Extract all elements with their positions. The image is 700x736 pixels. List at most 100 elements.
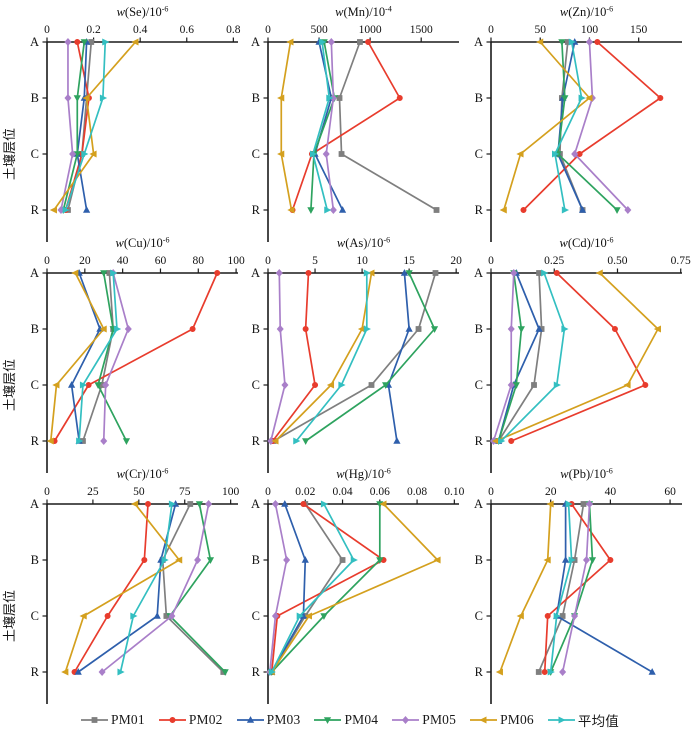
legend-label: PM04 [344, 712, 379, 727]
marker-triangle-down [307, 207, 315, 214]
x-tick-label: 0.4 [133, 24, 148, 36]
series-平均值 [268, 500, 358, 676]
series-line [280, 41, 293, 211]
series-line [271, 503, 439, 673]
marker-circle [189, 325, 196, 332]
marker-diamond [271, 500, 279, 508]
y-category-label: R [475, 665, 484, 679]
legend-item-pm05: PM05 [392, 712, 456, 728]
series-PM06 [271, 269, 375, 445]
series-平均值 [309, 38, 334, 214]
marker-circle [104, 612, 111, 619]
x-tick-label: 0 [44, 486, 50, 498]
y-category-label: B [31, 91, 39, 105]
series-line [161, 503, 224, 673]
x-tick-label: 40 [605, 486, 617, 498]
series-line [338, 41, 437, 211]
series-平均值 [293, 269, 371, 445]
legend-marker-triangle-down-icon [314, 717, 342, 724]
marker-diamond [624, 206, 632, 214]
x-tick-label: 0 [44, 255, 50, 267]
marker-triangle-left [546, 500, 554, 508]
marker-triangle-left [595, 269, 603, 277]
series-PM02 [520, 38, 664, 214]
chart-se: w(Se)/10-6 0 0.2 0.4 0.6 0.8 A B C R 土壤层位 [2, 5, 241, 242]
series-PM04 [302, 270, 439, 445]
series-平均值 [551, 38, 586, 214]
series-PM06 [491, 269, 661, 445]
marker-triangle-down [613, 207, 621, 214]
series-PM06 [495, 500, 554, 676]
series-line [269, 503, 288, 673]
marker-triangle-left [495, 668, 503, 676]
marker-triangle-left [304, 612, 312, 620]
series-line [497, 272, 543, 442]
marker-diamond [194, 556, 202, 564]
marker-diamond [559, 668, 567, 676]
marker-square [536, 270, 542, 276]
marker-triangle-right [79, 381, 88, 389]
marker-diamond [507, 381, 515, 389]
marker-circle [611, 325, 618, 332]
marker-triangle-right [561, 206, 570, 214]
series-PM04 [554, 39, 621, 214]
y-category-label: R [475, 434, 484, 448]
marker-triangle-right [117, 668, 125, 676]
charts-grid: w(Se)/10-6 0 0.2 0.4 0.6 0.8 A B C R 土壤层位 w(Mn)/10-… [2, 5, 691, 704]
marker-triangle-right [161, 556, 169, 564]
marker-circle [544, 612, 551, 619]
marker-triangle-right [565, 500, 573, 508]
marker-triangle-right [553, 612, 561, 620]
marker-triangle-left [287, 206, 295, 214]
x-tick-label: 0.8 [226, 24, 241, 36]
y-category-label: C [252, 147, 260, 161]
legend-label: PM01 [111, 712, 145, 727]
marker-diamond [205, 500, 213, 508]
marker-triangle-right [498, 437, 506, 445]
series-PM06 [499, 38, 593, 214]
x-tick-label: 150 [630, 24, 648, 36]
y-category-label: R [252, 203, 261, 217]
series-PM06 [46, 269, 107, 445]
y-category-label: C [252, 609, 260, 623]
marker-triangle-up [562, 556, 570, 563]
series-line [387, 272, 410, 442]
x-tick-label: 20 [545, 486, 557, 498]
marker-circle [74, 38, 81, 45]
marker-diamond [271, 612, 279, 620]
marker-square [91, 717, 98, 723]
legend-item-pm04: PM04 [314, 712, 378, 728]
chart-title: w(Cd)/10-6 [560, 236, 614, 251]
chart-pb: w(Pb)/10-6 0 20 40 60 A B C R [474, 467, 682, 704]
marker-square [187, 501, 194, 507]
y-category-label: C [31, 609, 39, 623]
marker-triangle-left [277, 94, 285, 102]
marker-circle [642, 381, 649, 388]
x-tick-label: 50 [133, 486, 145, 498]
marker-triangle-down [302, 438, 310, 445]
marker-triangle-up [578, 206, 587, 213]
marker-triangle-up [281, 500, 289, 507]
series-PM01 [535, 501, 587, 675]
series-PM05 [267, 269, 289, 445]
x-tick-label: 0 [488, 24, 494, 36]
series-line [97, 272, 128, 442]
marker-triangle-right [319, 38, 327, 46]
marker-triangle-up [393, 437, 401, 444]
marker-triangle-right [558, 716, 566, 724]
marker-triangle-down [221, 669, 229, 676]
marker-triangle-right [553, 381, 561, 389]
marker-circle [594, 38, 601, 45]
series-line [295, 273, 368, 442]
y-category-label: B [475, 91, 483, 105]
x-tick-label: 50 [534, 24, 546, 36]
marker-square [368, 382, 375, 388]
legend-label: PM03 [266, 712, 301, 727]
x-tick-label: 0 [44, 24, 50, 36]
marker-triangle-right [168, 500, 177, 508]
series-line [497, 272, 523, 442]
marker-triangle-right [293, 437, 301, 445]
series-PM02 [289, 38, 403, 214]
marker-circle [312, 381, 319, 388]
y-axis-title: 土壤层位 [2, 359, 17, 411]
